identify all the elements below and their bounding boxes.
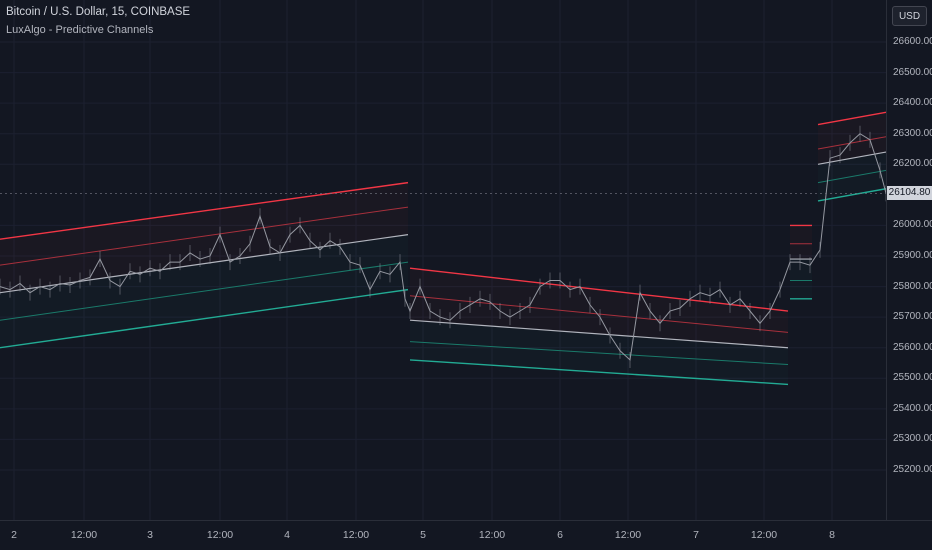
price-tick-label: 25200.00	[893, 464, 932, 475]
price-tick-label: 25700.00	[893, 311, 932, 323]
indicator-title[interactable]: LuxAlgo - Predictive Channels	[6, 24, 154, 36]
time-tick-label: 12:00	[750, 529, 778, 541]
price-tick-label: 25500.00	[893, 372, 932, 384]
price-tick-label: 26600.00	[893, 36, 932, 47]
time-tick-label: 8	[829, 529, 835, 541]
price-series	[0, 125, 886, 368]
price-tick-label: 25300.00	[893, 433, 932, 445]
price-tick-label: 25600.00	[893, 341, 932, 353]
grid	[0, 0, 886, 520]
channel-lower-mid-line	[0, 261, 409, 321]
price-tick-label: 26200.00	[893, 158, 932, 170]
time-tick-label: 7	[693, 529, 699, 541]
price-tick-label: 26500.00	[893, 66, 932, 78]
currency-button[interactable]: USD	[892, 6, 927, 26]
price-tick-label: 26400.00	[893, 97, 932, 109]
channel-center-line	[409, 319, 789, 349]
channel-fill-upper	[790, 225, 812, 259]
time-tick-label: 12:00	[206, 529, 234, 541]
price-tick-label: 25900.00	[893, 250, 932, 261]
time-tick-label: 12:00	[614, 529, 642, 541]
channel-upper-mid-line	[817, 136, 886, 150]
channel-upper-line	[0, 181, 409, 240]
channel-lower-line	[817, 188, 886, 202]
symbol-title[interactable]: Bitcoin / U.S. Dollar, 15, COINBASE	[6, 6, 191, 18]
last-price-badge: 26104.80	[887, 186, 932, 201]
channel-upper-mid-line	[409, 295, 789, 333]
price-tick-label: 25800.00	[893, 280, 932, 292]
time-axis[interactable]: 2 12:00 3 12:00 4 12:00 5 12:00 6 12:00 7 12:00 8	[0, 520, 932, 550]
time-tick-label: 4	[284, 529, 290, 541]
channel-upper-line	[817, 111, 886, 126]
channel-lower-mid-line	[409, 341, 789, 366]
time-tick-label: 12:00	[70, 529, 98, 541]
time-tick-label: 5	[420, 529, 426, 541]
chart-pane[interactable]: Bitcoin / U.S. Dollar, 15, COINBASE LuxA…	[0, 0, 886, 520]
time-tick-label: 2	[11, 529, 17, 541]
price-tick-label: 26300.00	[893, 127, 932, 139]
time-tick-label: 12:00	[478, 529, 506, 541]
channel-upper-line	[409, 267, 789, 312]
channel-lower-mid-line	[817, 169, 886, 184]
time-tick-label: 6	[557, 529, 563, 541]
time-tick-label: 3	[147, 529, 153, 541]
channel-upper-mid-line	[0, 206, 409, 266]
channel-lower-line	[409, 359, 789, 386]
price-tick-label: 26000.00	[893, 219, 932, 231]
time-tick-label: 12:00	[342, 529, 370, 541]
channel-lower-line	[0, 288, 409, 349]
price-tick-label: 25400.00	[893, 402, 932, 414]
price-chart[interactable]	[0, 0, 886, 520]
price-axis[interactable]: 26600.00 26500.00 26400.00 26300.00 26200.00…	[886, 0, 932, 520]
